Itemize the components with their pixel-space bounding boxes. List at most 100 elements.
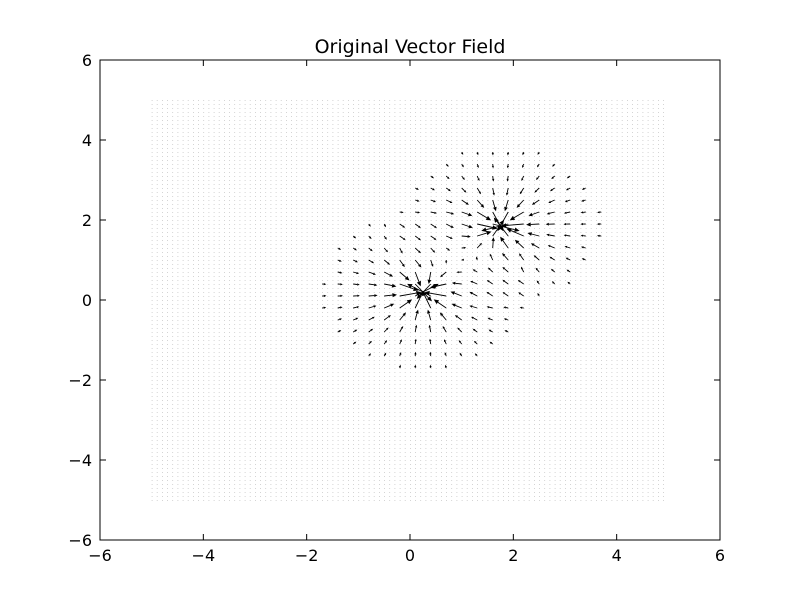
sample-dot [255, 460, 256, 461]
sample-dot [193, 460, 194, 461]
sample-dot [151, 304, 153, 305]
sample-dot [379, 392, 380, 393]
sample-dot [218, 412, 220, 413]
sample-dot [327, 108, 329, 109]
sample-dot [239, 280, 241, 281]
sample-dot [368, 500, 370, 501]
sample-dot [218, 400, 220, 401]
sample-dot [373, 468, 375, 469]
sample-dot [234, 248, 236, 249]
sample-dot [291, 132, 292, 133]
sample-dot [208, 108, 210, 109]
sample-dot [286, 260, 287, 261]
sample-dot [218, 224, 220, 225]
sample-dot [306, 380, 308, 381]
sample-dot [208, 364, 210, 365]
sample-dot [348, 216, 349, 217]
sample-dot [373, 208, 375, 209]
sample-dot [156, 384, 158, 385]
sample-dot [203, 252, 205, 253]
sample-dot [275, 288, 277, 289]
sample-dot [265, 232, 267, 233]
sample-dot [379, 368, 380, 369]
sample-dot [172, 160, 174, 161]
sample-dot [260, 160, 261, 161]
sample-dot [348, 436, 349, 437]
sample-dot [373, 424, 375, 425]
sample-dot [234, 144, 236, 145]
sample-dot [255, 408, 256, 409]
sample-dot [291, 216, 292, 217]
sample-dot [203, 440, 205, 441]
sample-dot [260, 132, 261, 133]
sample-dot [384, 372, 385, 373]
sample-dot [260, 264, 261, 265]
sample-dot [260, 236, 261, 237]
sample-dot [249, 264, 251, 265]
sample-dot [218, 136, 220, 137]
sample-dot [177, 488, 179, 489]
sample-dot [224, 372, 225, 373]
sample-dot [193, 332, 194, 333]
sample-dot [311, 468, 313, 469]
sample-dot [249, 408, 251, 409]
sample-dot [151, 396, 153, 397]
sample-dot [286, 340, 287, 341]
sample-dot [187, 280, 189, 281]
sample-dot [156, 132, 158, 133]
sample-dot [399, 228, 401, 229]
sample-dot [203, 352, 205, 353]
sample-dot [156, 256, 158, 257]
sample-dot [218, 336, 220, 337]
sample-dot [229, 444, 230, 445]
sample-dot [208, 468, 210, 469]
sample-dot [368, 420, 370, 421]
sample-dot [322, 388, 323, 389]
sample-dot [363, 336, 365, 337]
sample-dot [167, 212, 168, 213]
sample-dot [151, 340, 153, 341]
sample-dot [213, 192, 215, 193]
sample-dot [358, 232, 360, 233]
sample-dot [151, 120, 153, 121]
sample-dot [244, 492, 246, 493]
sample-dot [404, 460, 406, 461]
sample-dot [208, 216, 210, 217]
sample-dot [327, 128, 329, 129]
sample-dot [327, 440, 329, 441]
sample-dot [311, 260, 313, 261]
sample-dot [337, 308, 339, 309]
sample-dot [389, 220, 391, 221]
sample-dot [172, 336, 174, 337]
sample-dot [193, 476, 194, 477]
sample-dot [389, 208, 391, 209]
sample-dot [187, 312, 189, 313]
sample-dot [208, 448, 210, 449]
sample-dot [167, 412, 168, 413]
sample-dot [239, 320, 241, 321]
sample-dot [353, 128, 354, 129]
sample-dot [317, 436, 318, 437]
sample-dot [151, 376, 153, 377]
sample-dot [384, 340, 385, 341]
sample-dot [198, 332, 199, 333]
sample-dot [172, 164, 174, 165]
sample-dot [265, 184, 267, 185]
sample-dot [167, 312, 168, 313]
sample-dot [394, 252, 396, 253]
sample-dot [311, 436, 313, 437]
sample-dot [208, 372, 210, 373]
sample-dot [162, 464, 163, 465]
sample-dot [218, 448, 220, 449]
sample-dot [301, 304, 303, 305]
sample-dot [311, 284, 313, 285]
sample-dot [368, 476, 370, 477]
sample-dot [234, 452, 236, 453]
sample-dot [260, 456, 261, 457]
sample-dot [322, 248, 323, 249]
sample-dot [373, 472, 375, 473]
sample-dot [399, 316, 401, 317]
sample-dot [255, 140, 256, 141]
sample-dot [280, 176, 282, 177]
sample-dot [156, 412, 158, 413]
